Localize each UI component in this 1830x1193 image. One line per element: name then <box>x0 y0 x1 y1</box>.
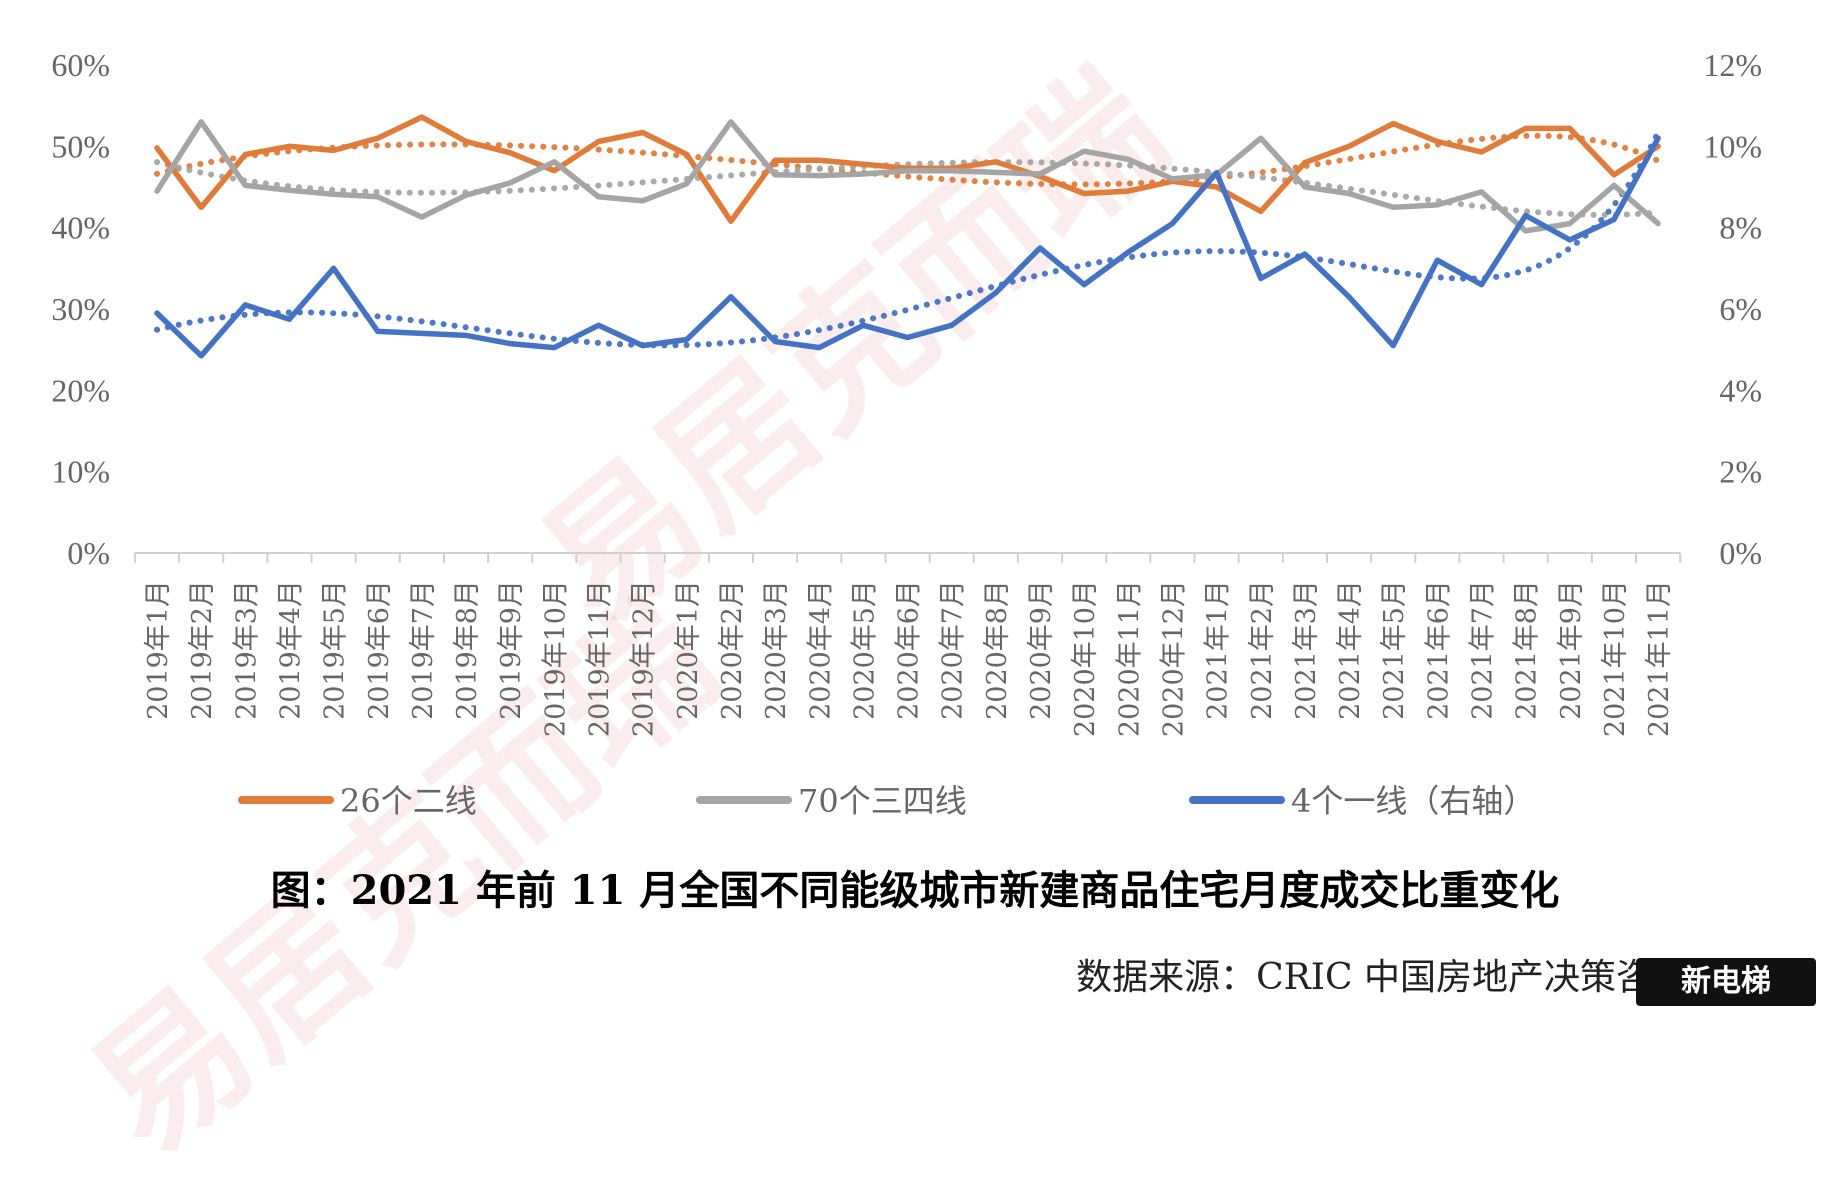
x-tick-label: 2019年10月 <box>540 580 571 737</box>
x-tick-label: 2020年3月 <box>761 580 792 720</box>
line-chart: 0% 10% 20% 30% 40% 50% 60% 0% 2% 4% 6% 8% 10% 12% 20… <box>0 0 1830 850</box>
y-left-tick-label: 0% <box>67 535 110 571</box>
watermark-logo: 新电梯 <box>1636 958 1816 1006</box>
x-tick-label: 2021年4月 <box>1335 580 1366 720</box>
x-tick-label: 2020年8月 <box>982 580 1013 720</box>
legend: 26个二线 70个三四线 4个一线（右轴） <box>242 782 1535 820</box>
y-left-tick-label: 40% <box>51 210 110 246</box>
x-tick-label: 2020年6月 <box>894 580 925 720</box>
y-left-tick-label: 50% <box>51 128 110 164</box>
x-tick-label: 2021年10月 <box>1600 580 1631 737</box>
x-tick-label: 2021年6月 <box>1423 580 1454 720</box>
y-right-tick-label: 8% <box>1719 210 1762 246</box>
x-tick-label: 2019年2月 <box>187 580 218 720</box>
x-tick-label: 2019年1月 <box>143 580 174 720</box>
trendlines <box>157 133 1658 346</box>
y-left-tick-label: 10% <box>51 454 110 490</box>
x-tick-label: 2021年9月 <box>1556 580 1587 720</box>
x-tick-label: 2021年8月 <box>1512 580 1543 720</box>
series-lines <box>157 117 1658 356</box>
legend-label: 4个一线（右轴） <box>1291 782 1535 820</box>
x-tick-label: 2020年11月 <box>1114 580 1145 737</box>
y-right-tick-label: 2% <box>1719 454 1762 490</box>
y-right-tick-label: 0% <box>1719 535 1762 571</box>
x-tick-label: 2019年8月 <box>452 580 483 720</box>
x-tick-label: 2019年9月 <box>496 580 527 720</box>
y-left-tick-label: 60% <box>51 47 110 83</box>
y-right-tick-label: 4% <box>1719 372 1762 408</box>
legend-label: 26个二线 <box>340 782 477 820</box>
x-tick-label: 2020年9月 <box>1026 580 1057 720</box>
x-tick-label: 2021年3月 <box>1291 580 1322 720</box>
x-tick-label: 2019年4月 <box>275 580 306 720</box>
y-left-tick-label: 20% <box>51 372 110 408</box>
y-axis-left: 0% 10% 20% 30% 40% 50% 60% <box>51 47 110 571</box>
x-tick-label: 2020年10月 <box>1070 580 1101 737</box>
chart-title: 图：2021 年前 11 月全国不同能级城市新建商品住宅月度成交比重变化 <box>0 858 1830 916</box>
x-tick-label: 2021年7月 <box>1468 580 1499 720</box>
x-axis: 2019年1月 2019年2月 2019年3月 2019年4月 2019年5月 2019年… <box>135 553 1680 737</box>
y-right-tick-label: 10% <box>1703 128 1762 164</box>
x-tick-label: 2020年2月 <box>717 580 748 720</box>
x-tick-label: 2019年11月 <box>585 580 616 737</box>
legend-label: 70个三四线 <box>798 782 967 820</box>
x-tick-label: 2021年2月 <box>1247 580 1278 720</box>
x-tick-label: 2019年7月 <box>408 580 439 720</box>
x-tick-label: 2021年5月 <box>1379 580 1410 720</box>
x-tick-label: 2020年1月 <box>673 580 704 720</box>
x-tick-label: 2019年5月 <box>320 580 351 720</box>
trendline-0 <box>157 136 1658 185</box>
x-tick-label: 2021年1月 <box>1203 580 1234 720</box>
x-tick-label: 2020年7月 <box>938 580 969 720</box>
x-tick-label: 2020年12月 <box>1158 580 1189 737</box>
y-right-tick-label: 6% <box>1719 291 1762 327</box>
x-tick-label: 2019年3月 <box>231 580 262 720</box>
x-tick-label: 2020年5月 <box>849 580 880 720</box>
x-tick-label: 2020年4月 <box>805 580 836 720</box>
x-tick-label: 2021年11月 <box>1644 580 1675 737</box>
y-left-tick-label: 30% <box>51 291 110 327</box>
x-tick-label: 2019年12月 <box>629 580 660 737</box>
y-axis-right: 0% 2% 4% 6% 8% 10% 12% <box>1703 47 1762 571</box>
x-tick-label: 2019年6月 <box>364 580 395 720</box>
y-right-tick-label: 12% <box>1703 47 1762 83</box>
